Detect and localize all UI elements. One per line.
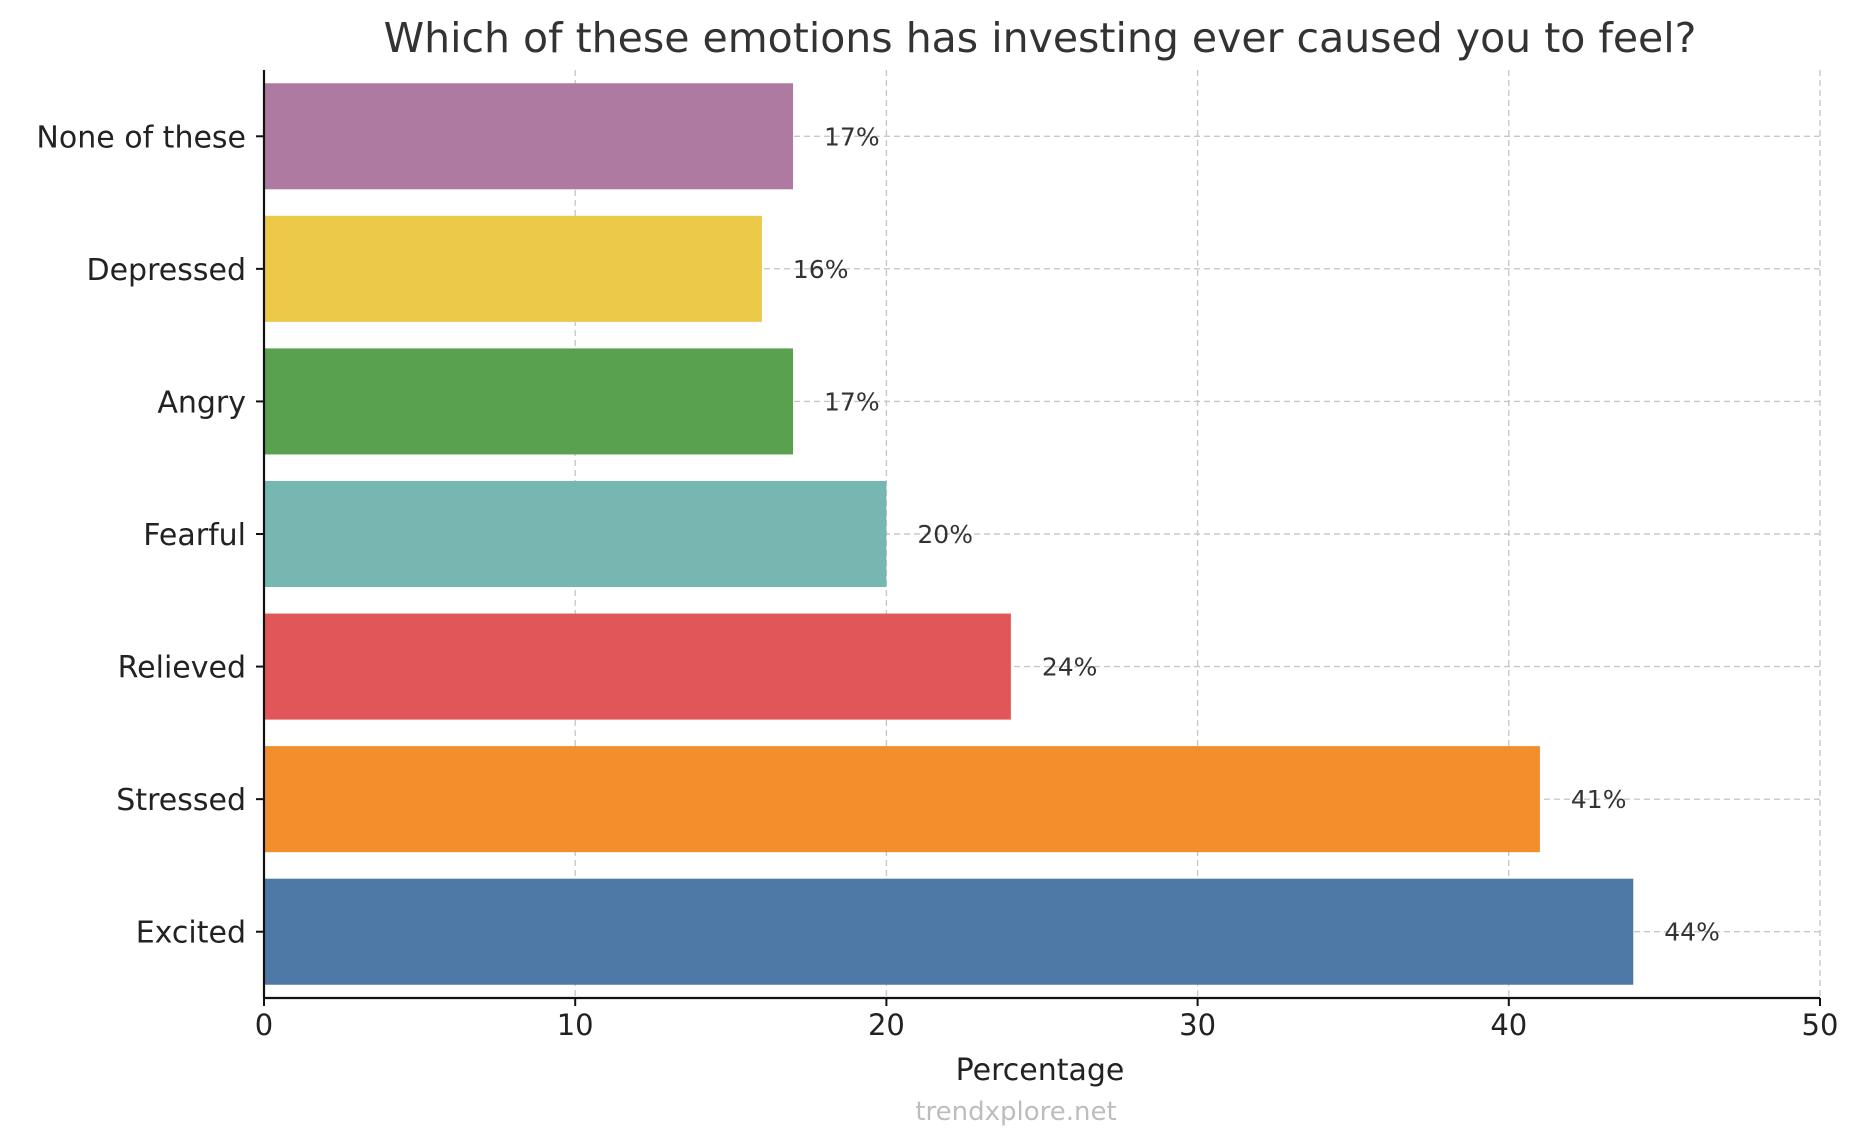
- bar-depressed: [264, 215, 762, 322]
- bars: [264, 83, 1634, 985]
- y-tick-label: Relieved: [118, 651, 246, 686]
- y-tick-label: None of these: [36, 120, 246, 155]
- x-tick-label: 10: [557, 1008, 594, 1042]
- y-tick-label: Excited: [136, 916, 246, 951]
- bar-angry: [264, 348, 794, 455]
- y-tick-label: Angry: [157, 385, 246, 420]
- chart-title: Which of these emotions has investing ev…: [384, 14, 1697, 62]
- bar-relieved: [264, 613, 1011, 720]
- data-label: 20%: [917, 520, 973, 549]
- y-tick-label: Fearful: [143, 518, 246, 553]
- data-label: 16%: [793, 255, 849, 284]
- data-labels: 44% 41% 24% 20% 17% 16% 17%: [793, 122, 1720, 946]
- axes: 0 10 20 30 40 50 Excited Stressed Relieved Fearfu…: [36, 70, 1838, 1042]
- watermark: trendxplore.net: [915, 1097, 1116, 1127]
- data-label: 44%: [1664, 918, 1720, 947]
- data-label: 17%: [824, 387, 880, 416]
- data-label: 17%: [824, 122, 880, 151]
- y-tick-label: Stressed: [116, 783, 246, 818]
- x-tick-label: 20: [868, 1008, 905, 1042]
- x-tick-label: 40: [1490, 1008, 1527, 1042]
- data-label: 41%: [1571, 785, 1627, 814]
- x-tick-label: 0: [255, 1008, 273, 1042]
- bar-stressed: [264, 746, 1540, 853]
- x-axis-title: Percentage: [956, 1053, 1125, 1088]
- x-tick-label: 30: [1179, 1008, 1216, 1042]
- y-tick-label: Depressed: [87, 253, 247, 288]
- bar-fearful: [264, 480, 887, 588]
- x-tick-label: 50: [1802, 1008, 1839, 1042]
- data-label: 24%: [1042, 653, 1098, 682]
- bar-none-of-these: [264, 83, 794, 190]
- bar-excited: [264, 878, 1634, 985]
